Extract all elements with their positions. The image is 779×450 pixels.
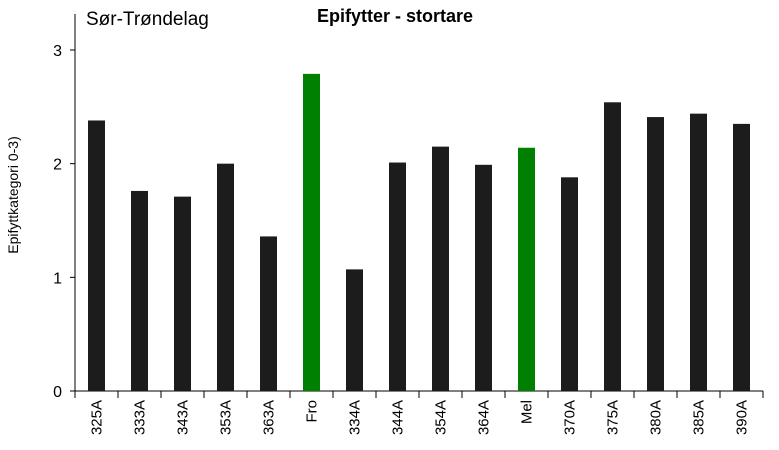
category-label-390a: 390A <box>734 400 751 435</box>
bar-370a <box>561 177 578 391</box>
y-axis-label: Epifyttkategori 0-3) <box>5 136 21 254</box>
bar-380a <box>647 117 664 392</box>
bar-364a <box>475 164 492 391</box>
category-label-343a: 343A <box>175 400 192 435</box>
bar-390a <box>733 123 750 391</box>
category-label-370a: 370A <box>562 400 579 435</box>
bar-325a <box>88 120 105 392</box>
category-label-mel: Mel <box>519 400 536 424</box>
bar-354a <box>432 146 449 391</box>
category-label-325a: 325A <box>89 400 106 435</box>
bar-363a <box>260 236 277 391</box>
bar-334a <box>346 269 363 391</box>
chart-title: Epifytter - stortare <box>317 6 473 26</box>
category-label-fro: Fro <box>304 400 321 423</box>
category-label-375a: 375A <box>605 400 622 435</box>
category-label-385a: 385A <box>691 400 708 435</box>
category-labels: 325A 333A 343A 353A 363A Fro 334A 344A 354A 364A M… <box>89 400 751 435</box>
y-tick-label: 2 <box>53 157 62 174</box>
y-tick-label: 1 <box>53 270 62 287</box>
category-label-344a: 344A <box>390 400 407 435</box>
region-label: Sør-Trøndelag <box>86 9 209 30</box>
bar-343a <box>174 196 191 391</box>
bar-fro <box>303 73 320 392</box>
bar-353a <box>217 163 234 391</box>
bar-344a <box>389 162 406 391</box>
y-tick-label: 0 <box>53 384 62 401</box>
category-label-380a: 380A <box>648 400 665 435</box>
bar-375a <box>604 102 621 391</box>
bars-group <box>88 73 750 392</box>
category-label-333a: 333A <box>132 400 149 435</box>
bar-mel <box>518 147 535 391</box>
bar-385a <box>690 113 707 392</box>
category-label-364a: 364A <box>476 400 493 435</box>
category-label-363a: 363A <box>261 400 278 435</box>
category-label-353a: 353A <box>218 400 235 435</box>
y-tick-label: 3 <box>53 43 62 60</box>
bar-333a <box>131 190 148 391</box>
category-label-334a: 334A <box>347 400 364 435</box>
category-label-354a: 354A <box>433 400 450 435</box>
